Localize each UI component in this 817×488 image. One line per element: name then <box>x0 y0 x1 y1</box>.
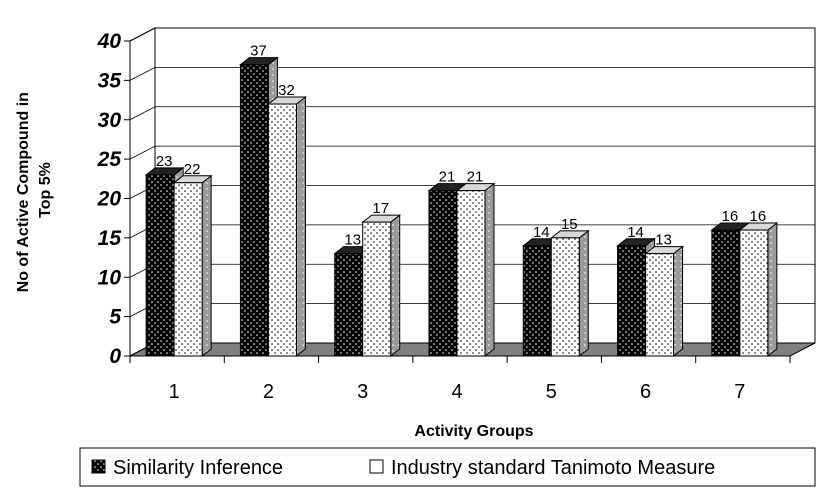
x-tick-label: 5 <box>546 381 557 403</box>
bar-data-label: 17 <box>372 200 389 217</box>
x-tick-label: 6 <box>640 381 651 403</box>
bar-data-label: 32 <box>278 82 295 99</box>
bar-data-label: 21 <box>439 169 456 186</box>
bar-data-label: 23 <box>156 153 173 170</box>
y-tick-label: 0 <box>109 345 121 368</box>
bar-tanimoto-group-7: 16 <box>738 208 779 358</box>
bar-data-label: 22 <box>184 161 201 178</box>
y-tick-label: 35 <box>98 69 122 92</box>
x-tick-label: 4 <box>451 381 462 403</box>
bar-tanimoto-group-3: 17 <box>361 200 402 358</box>
bar-data-label: 37 <box>250 43 267 60</box>
bar-tanimoto-group-6: 13 <box>644 232 685 358</box>
bar-side <box>767 221 778 358</box>
bar-data-label: 13 <box>344 232 361 249</box>
x-tick-label: 1 <box>169 381 180 403</box>
legend-label-similarity: Similarity Inference <box>113 457 283 479</box>
bar-front <box>239 64 269 357</box>
x-axis-title: Activity Groups <box>414 423 533 440</box>
bar-front <box>739 229 769 357</box>
gridline <box>129 106 815 121</box>
x-axis-ticks: 1 2 3 4 5 6 7 <box>129 355 791 403</box>
legend: Similarity Inference Industry standard T… <box>79 447 816 487</box>
bar-data-label: 14 <box>533 224 550 241</box>
bar-front <box>522 245 552 357</box>
bar-side <box>295 95 306 358</box>
bar-side <box>673 245 684 358</box>
legend-label-tanimoto: Industry standard Tanimoto Measure <box>391 457 715 479</box>
bar-data-label: 14 <box>627 224 644 241</box>
bar-data-label: 16 <box>722 208 739 225</box>
y-tick-label: 5 <box>109 306 121 329</box>
gridline <box>129 145 815 160</box>
bar-side <box>201 174 212 358</box>
bars: 23 22 37 32 13 17 21 21 14 15 14 13 16 16 <box>144 43 779 358</box>
bar-data-label: 21 <box>467 169 484 186</box>
bar-tanimoto-group-1: 22 <box>172 161 213 358</box>
legend-swatch-tanimoto <box>369 459 384 474</box>
bar-front <box>267 103 297 357</box>
bar-data-label: 15 <box>561 216 578 233</box>
bar-side <box>484 182 495 358</box>
bar-front <box>145 174 175 357</box>
legend-frame <box>79 447 816 487</box>
y-axis-ticks: 0 5 10 15 20 25 30 35 40 <box>97 30 131 368</box>
y-tick-label: 40 <box>97 30 122 53</box>
bar-data-label: 13 <box>655 232 672 249</box>
y-tick-label: 10 <box>98 266 122 289</box>
y-tick-label: 20 <box>97 188 122 211</box>
x-tick-label: 3 <box>357 381 368 403</box>
bar-side <box>390 214 401 358</box>
y-axis-title: No of Active Compound in Top 5% <box>15 88 54 293</box>
bar-front <box>173 182 203 357</box>
bar-front <box>617 245 647 357</box>
gridline <box>129 66 815 81</box>
y-tick-label: 25 <box>97 148 122 171</box>
bar-front <box>428 190 458 357</box>
bar-side <box>578 229 589 358</box>
bar-data-label: 16 <box>750 208 767 225</box>
legend-swatch-similarity <box>91 459 106 474</box>
gridline <box>129 27 815 42</box>
bar-front <box>550 237 580 357</box>
x-tick-label: 7 <box>734 381 745 403</box>
y-tick-label: 15 <box>98 227 122 250</box>
bar-front <box>645 253 675 357</box>
bar-front <box>711 229 741 357</box>
bar-front <box>362 221 392 357</box>
bar-tanimoto-group-4: 21 <box>455 169 496 358</box>
x-tick-label: 2 <box>263 381 274 403</box>
y-axis-title-line-1: No of Active Compound in <box>15 92 32 292</box>
bar-tanimoto-group-2: 32 <box>266 82 307 358</box>
y-tick-label: 30 <box>98 109 122 132</box>
bar-front <box>334 253 364 357</box>
bar-tanimoto-group-5: 15 <box>549 216 590 358</box>
y-axis-title-line-2: Top 5% <box>37 162 54 218</box>
bar-front <box>456 190 486 357</box>
